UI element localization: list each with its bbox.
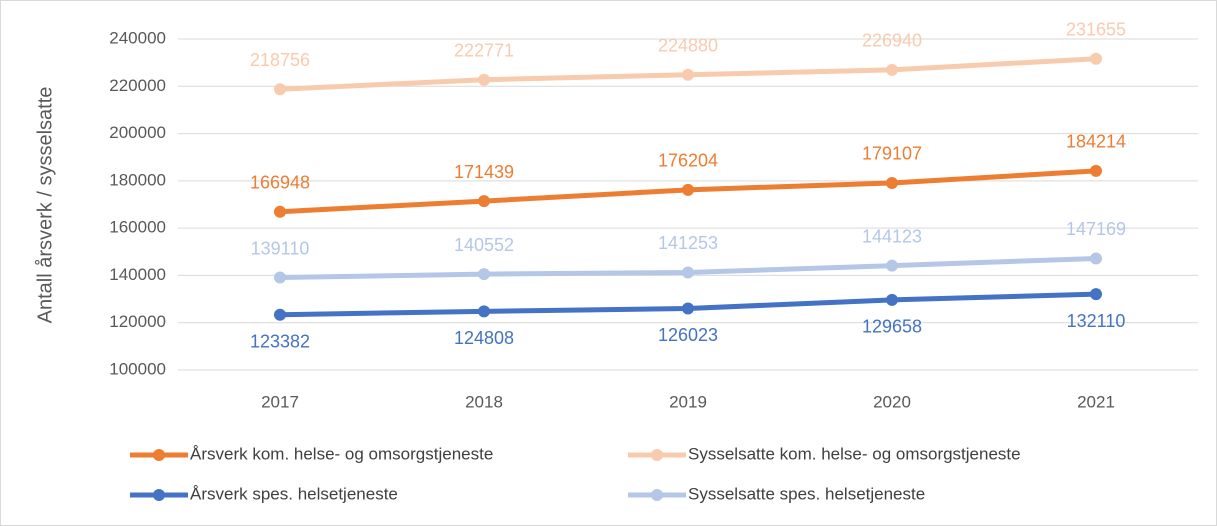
data-point <box>886 259 898 272</box>
data-label: 176204 <box>658 151 718 171</box>
data-label: 141253 <box>658 233 718 253</box>
data-label: 129658 <box>862 317 922 337</box>
data-label: 126023 <box>658 325 718 345</box>
y-tick-label: 200000 <box>109 123 166 142</box>
x-tick-label: 2019 <box>669 392 707 411</box>
y-tick-label: 240000 <box>109 28 166 47</box>
data-point <box>274 83 286 96</box>
data-label: 166948 <box>250 172 310 192</box>
data-label: 222771 <box>454 40 514 60</box>
data-point <box>682 68 694 81</box>
legend-label: Årsverk kom. helse- og omsorgstjeneste <box>190 444 493 463</box>
legend-marker <box>651 449 663 461</box>
legend-label: Sysselsatte kom. helse- og omsorgstjenes… <box>688 444 1021 463</box>
legend-label: Sysselsatte spes. helsetjeneste <box>688 484 925 503</box>
data-label: 144123 <box>862 226 922 246</box>
data-point <box>274 205 286 218</box>
y-axis-label: Antall årsverk / sysselsatte <box>34 87 56 324</box>
data-point <box>274 271 286 284</box>
data-label: 179107 <box>862 144 922 164</box>
x-tick-label: 2021 <box>1077 392 1115 411</box>
data-point <box>682 266 694 279</box>
y-tick-label: 100000 <box>109 359 166 378</box>
data-point <box>478 195 490 208</box>
data-point <box>1090 288 1102 301</box>
data-point <box>1090 164 1102 177</box>
data-point <box>274 308 286 321</box>
x-tick-label: 2020 <box>873 392 911 411</box>
legend-marker <box>153 489 165 501</box>
data-label: 132110 <box>1067 311 1126 331</box>
data-label: 123382 <box>250 331 310 351</box>
data-label: 231655 <box>1066 19 1126 39</box>
data-point <box>1090 252 1102 265</box>
legend-label: Årsverk spes. helsetjeneste <box>190 484 398 503</box>
legend-marker <box>153 449 165 461</box>
y-tick-label: 140000 <box>109 265 166 284</box>
data-point <box>478 268 490 281</box>
data-point <box>886 293 898 306</box>
legend-marker <box>651 489 663 501</box>
data-point <box>478 305 490 318</box>
data-point <box>478 73 490 86</box>
data-point <box>1090 52 1102 65</box>
data-label: 140552 <box>454 235 514 255</box>
y-tick-label: 220000 <box>109 76 166 95</box>
data-point <box>886 176 898 189</box>
data-label: 218756 <box>250 50 310 70</box>
data-label: 226940 <box>862 31 922 51</box>
data-label: 171439 <box>454 162 514 182</box>
data-label: 124808 <box>454 328 514 348</box>
data-label: 147169 <box>1066 219 1126 239</box>
data-label: 224880 <box>658 35 718 55</box>
y-tick-label: 160000 <box>109 218 166 237</box>
data-point <box>682 302 694 315</box>
data-label: 184214 <box>1066 132 1126 152</box>
x-tick-label: 2017 <box>261 392 299 411</box>
data-point <box>682 183 694 196</box>
data-point <box>886 63 898 76</box>
data-label: 139110 <box>251 238 310 258</box>
y-tick-label: 180000 <box>109 170 166 189</box>
x-tick-label: 2018 <box>465 392 503 411</box>
y-tick-label: 120000 <box>109 312 166 331</box>
